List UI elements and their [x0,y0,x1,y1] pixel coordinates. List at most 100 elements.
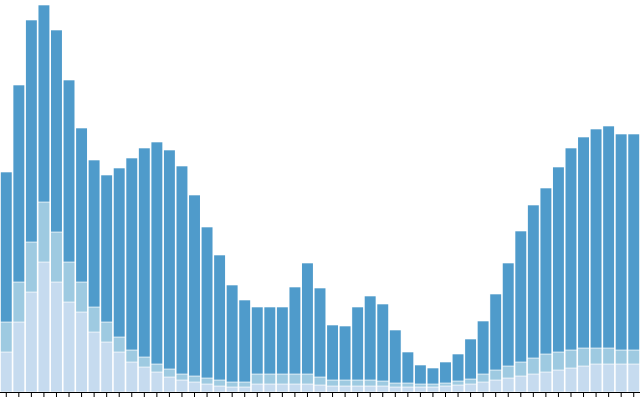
bar-segment [288,373,301,385]
bar-segment [263,306,276,375]
bar-segment [590,347,603,365]
bar-segment [439,382,452,387]
bar-segment [200,226,214,379]
bar-segment [263,373,276,385]
bar-segment [138,366,151,393]
bar-segment [577,136,590,349]
bar-segment [414,364,427,385]
bar-segment [37,201,50,263]
bar-segment [213,254,226,381]
bar-segment [451,353,465,382]
bar-segment [502,377,515,393]
bar-segment [25,241,38,293]
bar-segment [376,303,389,382]
bar-segment [426,367,440,385]
bar-segment [12,281,25,323]
bar-segment [401,382,414,388]
bar-segment [564,349,578,369]
bar-segment [251,306,264,375]
bar-segment [251,373,264,385]
bar-segment [226,386,239,393]
bar-segment [75,127,88,283]
bar-segment [88,331,101,393]
bar-segment [577,347,590,367]
bar-segment [113,336,126,353]
bar-segment [238,299,251,383]
bar-segment [100,174,113,323]
bar-segment [301,373,314,385]
bar-segment [326,385,339,393]
bar-segment [213,379,226,387]
bar-segment [226,381,239,388]
bar-segment [113,351,126,393]
bar-segment [502,365,515,379]
bar-segment [389,386,402,393]
bar-segment [226,284,239,383]
bar-segment [163,149,176,370]
bar-segment [213,385,226,393]
bar-segment [125,349,138,363]
bar-segment [288,286,301,375]
bar-segment [489,379,502,393]
bar-segment [414,383,427,388]
bar-segment [564,367,578,393]
bar-segment [527,373,540,393]
bar-segment [539,371,552,393]
bar-segment [125,157,138,351]
bar-segment [502,262,515,367]
bar-segment [301,383,314,393]
bar-segment [25,291,38,393]
bar-segment [426,383,440,388]
bar-segment [451,380,465,386]
bar-segment [539,353,552,373]
bar-segment [615,349,628,365]
bar-segment [276,373,289,385]
bar-segment [276,383,289,393]
bar-segment [288,383,301,393]
bar-segment [37,4,50,203]
bar-segment [351,379,364,387]
bar-segment [414,386,427,393]
bar-segment [514,375,527,393]
bar-segment [477,373,490,383]
bar-segment [602,347,615,365]
bar-segment [100,321,113,343]
bar-segment [539,187,552,355]
bar-segment [125,361,138,393]
bar-segment [389,329,402,384]
bar-segment [439,361,452,384]
bar-segment [464,383,477,393]
bar-segment [88,159,101,308]
bar-segment [401,386,414,393]
bar-segment [50,281,63,393]
bar-segment [339,325,352,381]
bar-segment [100,341,113,393]
bar-segment [150,371,163,393]
bar-segment [339,379,352,387]
bar-segment [138,147,151,358]
bar-segment [464,378,477,385]
bar-segment [376,380,389,387]
bar-segment [615,133,628,351]
bar-segment [200,377,214,385]
bar-segment [50,29,63,233]
bar-segment [326,379,339,387]
bar-segment [351,306,364,381]
bar-segment [552,369,565,393]
bar-segment [238,381,251,388]
bar-segment [62,261,76,303]
bar-segment [12,321,25,393]
bar-segment [577,365,590,393]
bar-segment [175,373,189,381]
bar-segment [389,382,402,388]
bar-segment [313,287,327,378]
bar-segment [527,357,540,375]
bar-segment [376,385,389,393]
bar-segment [175,379,189,393]
bar-segment [25,19,38,243]
bar-segment [552,166,565,353]
bar-segment [439,385,452,393]
bar-segment [564,147,578,351]
bar-segment [88,306,101,333]
bar-segment [188,194,201,377]
